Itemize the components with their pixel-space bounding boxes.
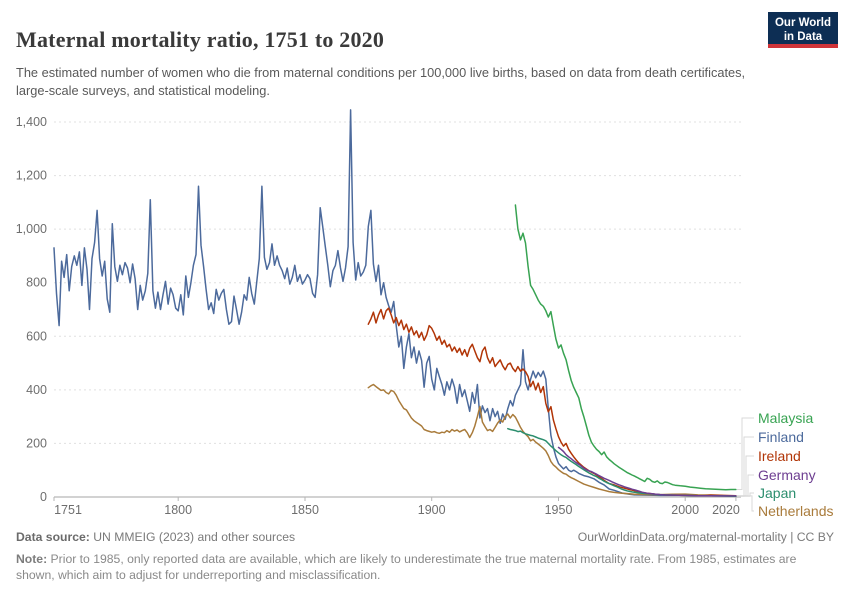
y-tick-label: 800 [26,276,47,290]
series-line-japan [507,427,737,497]
x-tick-label: 1900 [418,503,446,517]
x-tick-label: 1950 [545,503,573,517]
legend-label-germany: Germany [758,467,816,483]
legend-connector-netherlands [736,495,754,512]
legend-label-finland: Finland [758,429,804,445]
series-line-ireland [367,307,737,497]
x-tick-label: 1850 [291,503,319,517]
credit-link[interactable]: OurWorldinData.org/maternal-mortality | … [577,530,834,544]
legend-label-malaysia: Malaysia [758,410,813,426]
footnote-label: Note: [16,552,48,566]
y-tick-label: 600 [26,329,47,343]
footnote: Note: Prior to 1985, only reported data … [16,551,822,584]
chart-subtitle: The estimated number of women who die fr… [16,64,746,98]
x-tick-label: 2000 [671,503,699,517]
footnote-text: Prior to 1985, only reported data are av… [16,552,797,583]
series-line-finland [53,109,737,497]
data-source-label: Data source: [16,530,90,544]
y-tick-label: 1,200 [16,169,47,183]
owid-logo: Our World in Data [768,12,838,48]
logo-line-2: in Data [783,31,823,43]
x-tick-label: 2020 [712,503,740,517]
y-tick-label: 1,400 [16,115,47,129]
x-tick-label: 1751 [54,503,82,517]
legend-label-netherlands: Netherlands [758,503,834,519]
chart-title: Maternal mortality ratio, 1751 to 2020 [16,26,385,52]
legend-connector-finland [736,436,754,497]
y-tick-label: 200 [26,436,47,450]
logo-line-1: Our World [774,17,831,29]
series-line-germany [557,446,737,497]
series-line-netherlands [367,383,737,497]
data-source-text: UN MMEIG (2023) and other sources [89,530,296,544]
legend-label-japan: Japan [758,485,796,501]
legend-connector-malaysia [736,417,754,490]
y-tick-label: 1,000 [16,222,47,236]
legend-label-ireland: Ireland [758,448,801,464]
data-source-line: Data source: UN MMEIG (2023) and other s… [16,530,295,544]
series-line-malaysia [514,204,737,491]
y-tick-label: 0 [40,490,47,504]
y-tick-label: 400 [26,383,47,397]
x-tick-label: 1800 [164,503,192,517]
